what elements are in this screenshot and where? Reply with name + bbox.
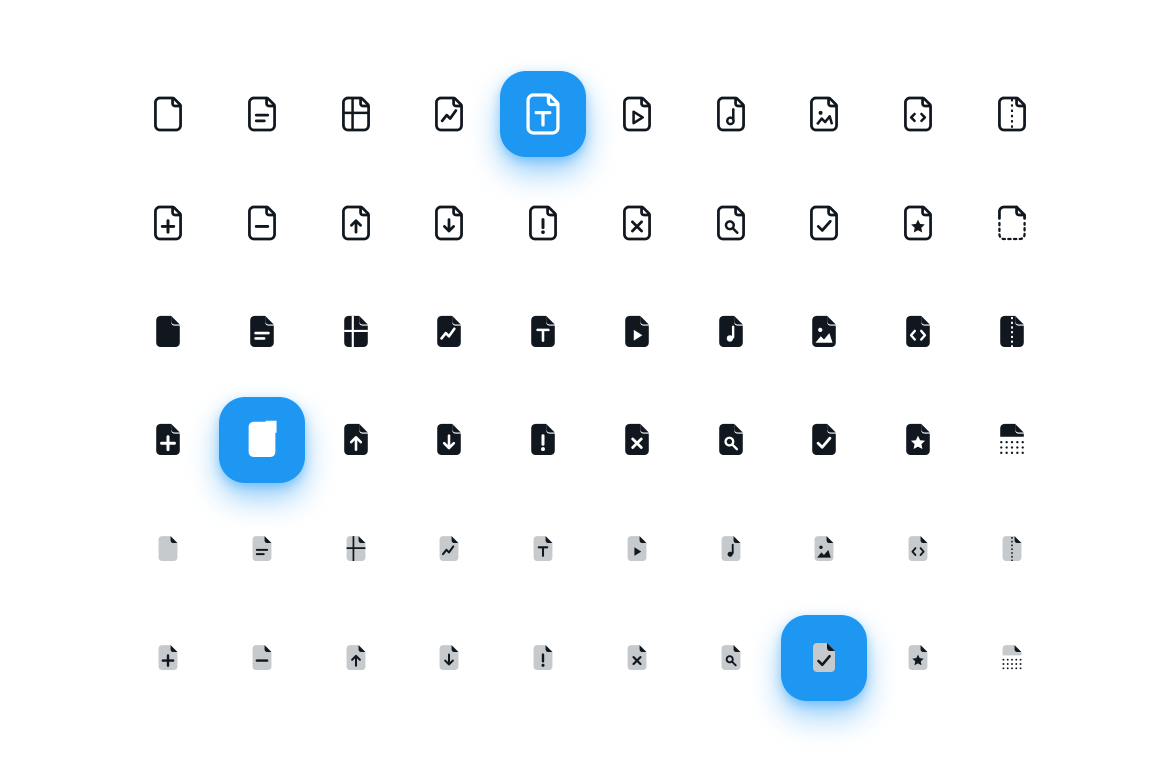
file-zip-icon[interactable]: [984, 304, 1040, 360]
icon-row: [140, 630, 1040, 686]
file-icon[interactable]: [140, 304, 196, 360]
file-spreadsheet-icon[interactable]: [328, 86, 384, 142]
file-type-icon[interactable]: [515, 521, 571, 577]
file-dashed-icon[interactable]: [984, 195, 1040, 251]
file-zip-icon[interactable]: [984, 521, 1040, 577]
file-text-icon[interactable]: [234, 86, 290, 142]
icon-row: [140, 195, 1040, 251]
file-search-icon[interactable]: [703, 412, 759, 468]
file-video-icon[interactable]: [609, 86, 665, 142]
file-image-icon[interactable]: [796, 86, 852, 142]
file-minus-icon[interactable]: [234, 630, 290, 686]
file-upload-icon[interactable]: [328, 412, 384, 468]
file-code-icon[interactable]: [890, 304, 946, 360]
icon-row: [140, 86, 1040, 142]
file-plus-icon[interactable]: [140, 412, 196, 468]
file-download-icon[interactable]: [421, 195, 477, 251]
file-star-icon[interactable]: [890, 630, 946, 686]
icon-row: [140, 304, 1040, 360]
file-audio-icon[interactable]: [703, 304, 759, 360]
file-dashed-icon[interactable]: [984, 630, 1040, 686]
file-image-icon[interactable]: [796, 304, 852, 360]
file-upload-icon[interactable]: [328, 195, 384, 251]
file-video-icon[interactable]: [609, 521, 665, 577]
file-spreadsheet-icon[interactable]: [328, 304, 384, 360]
file-dashed-icon[interactable]: [984, 412, 1040, 468]
file-audio-icon[interactable]: [703, 521, 759, 577]
file-search-icon[interactable]: [703, 195, 759, 251]
file-remove-icon[interactable]: [609, 412, 665, 468]
icon-row: [140, 521, 1040, 577]
file-remove-icon[interactable]: [609, 630, 665, 686]
file-image-icon[interactable]: [796, 521, 852, 577]
file-spreadsheet-icon[interactable]: [328, 521, 384, 577]
file-download-icon[interactable]: [421, 412, 477, 468]
file-icon[interactable]: [140, 521, 196, 577]
file-type-icon[interactable]: [515, 86, 571, 142]
file-code-icon[interactable]: [890, 86, 946, 142]
file-video-icon[interactable]: [609, 304, 665, 360]
file-text-icon[interactable]: [234, 521, 290, 577]
file-chart-icon[interactable]: [421, 521, 477, 577]
file-alert-icon[interactable]: [515, 630, 571, 686]
file-icon[interactable]: [140, 86, 196, 142]
file-remove-icon[interactable]: [609, 195, 665, 251]
file-star-icon[interactable]: [890, 412, 946, 468]
file-plus-icon[interactable]: [140, 630, 196, 686]
file-plus-icon[interactable]: [140, 195, 196, 251]
file-minus-icon[interactable]: [234, 195, 290, 251]
file-chart-icon[interactable]: [421, 304, 477, 360]
file-alert-icon[interactable]: [515, 412, 571, 468]
file-zip-icon[interactable]: [984, 86, 1040, 142]
file-check-icon[interactable]: [796, 630, 852, 686]
file-search-icon[interactable]: [703, 630, 759, 686]
icon-row: [140, 412, 1040, 468]
file-upload-icon[interactable]: [328, 630, 384, 686]
icon-set-canvas: [0, 0, 1160, 772]
file-code-icon[interactable]: [890, 521, 946, 577]
file-chart-icon[interactable]: [421, 86, 477, 142]
file-check-icon[interactable]: [796, 195, 852, 251]
file-check-icon[interactable]: [796, 412, 852, 468]
file-star-icon[interactable]: [890, 195, 946, 251]
file-minus-icon[interactable]: [234, 412, 290, 468]
file-type-icon[interactable]: [515, 304, 571, 360]
file-audio-icon[interactable]: [703, 86, 759, 142]
file-text-icon[interactable]: [234, 304, 290, 360]
file-alert-icon[interactable]: [515, 195, 571, 251]
file-download-icon[interactable]: [421, 630, 477, 686]
